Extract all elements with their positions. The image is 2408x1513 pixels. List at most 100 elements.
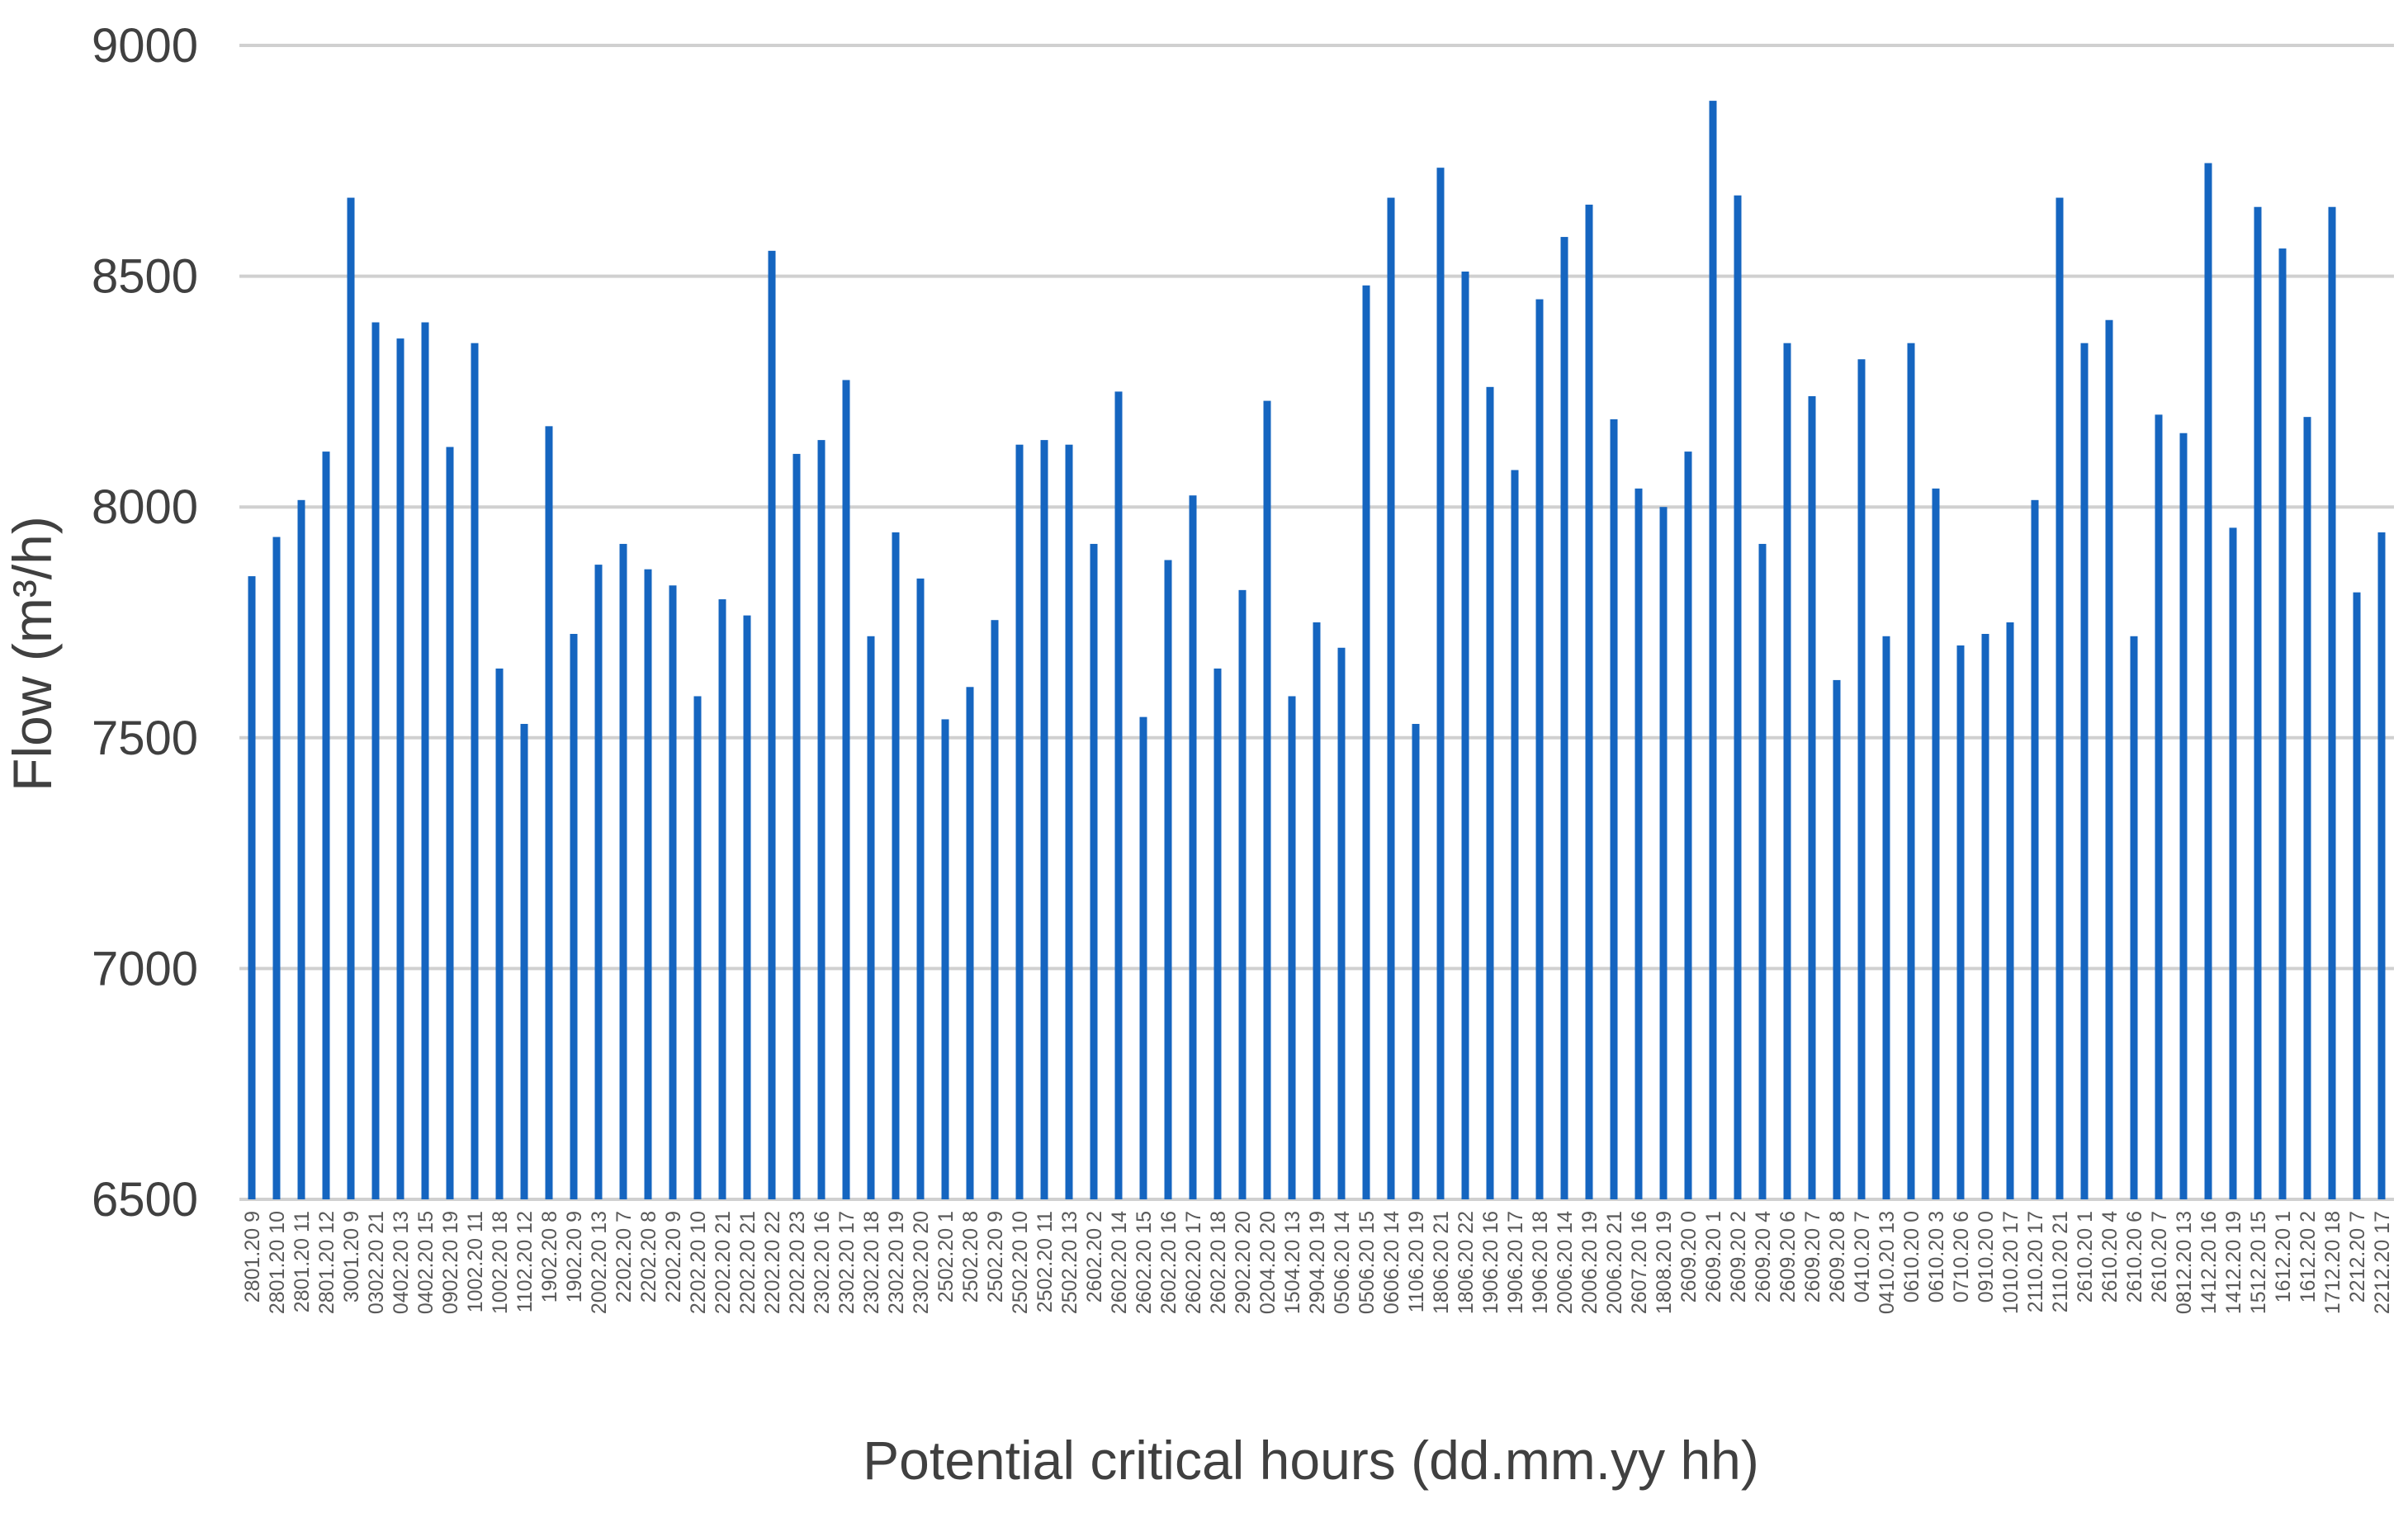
bar (743, 615, 751, 1199)
bar (446, 447, 454, 1199)
bar (693, 696, 702, 1199)
x-tick-label: 2006.20 21 (1603, 1211, 1626, 1314)
x-tick-label: 2904.20 19 (1306, 1211, 1329, 1314)
bar (1907, 343, 1915, 1200)
x-tick-label: 2110.20 17 (2024, 1211, 2047, 1312)
x-tick-label: 2502.20 13 (1058, 1211, 1081, 1314)
bar (1808, 395, 1816, 1199)
x-tick-label: 2502.20 11 (1034, 1211, 1057, 1312)
bar (669, 585, 677, 1199)
x-tick-label: 2202.20 21 (712, 1211, 735, 1314)
bar (2056, 197, 2064, 1199)
bar (2031, 499, 2039, 1199)
x-tick-label: 2607.20 16 (1628, 1211, 1651, 1314)
bar (1833, 679, 1841, 1199)
y-tick-label: 7000 (92, 942, 198, 995)
bar (916, 578, 925, 1199)
x-tick-label: 2609.20 4 (1752, 1211, 1775, 1303)
x-tick-label: 2302.20 17 (835, 1211, 859, 1314)
x-tick-label: 2202.20 23 (786, 1211, 809, 1314)
x-tick-label: 1504.20 13 (1281, 1211, 1304, 1314)
bar (1362, 285, 1370, 1200)
bar (248, 576, 256, 1199)
y-tick-label: 6500 (92, 1173, 198, 1227)
x-tick-label: 1102.20 12 (513, 1211, 537, 1312)
x-tick-label: 3001.20 9 (340, 1211, 363, 1303)
bar (1238, 589, 1247, 1199)
bar (892, 532, 900, 1199)
x-tick-label: 2502.20 10 (1009, 1211, 1032, 1314)
bar (1288, 696, 1296, 1199)
bar (471, 343, 479, 1200)
x-tick-label: 0302.20 21 (365, 1211, 388, 1314)
x-tick-label: 1712.20 18 (2321, 1211, 2344, 1314)
bar (322, 452, 330, 1199)
bar (817, 440, 826, 1199)
bar (1387, 197, 1395, 1199)
y-tick-label: 8500 (92, 250, 198, 304)
x-tick-label: 0410.20 13 (1876, 1211, 1899, 1314)
y-axis-ticks: 6500 7000 7500 8000 8500 9000 (92, 19, 198, 1227)
bar (495, 668, 504, 1199)
bar (1139, 716, 1147, 1199)
bar (966, 687, 974, 1199)
bar (421, 322, 429, 1199)
bar (644, 569, 652, 1199)
bar (1659, 507, 1668, 1199)
bar (768, 250, 776, 1199)
x-tick-label: 0910.20 0 (1975, 1211, 1998, 1303)
bar (297, 499, 305, 1199)
x-tick-label: 2502.20 8 (959, 1211, 982, 1303)
x-tick-label: 2302.20 16 (811, 1211, 834, 1314)
x-tick-label: 2801.20 11 (291, 1211, 314, 1312)
x-tick-label: 1612.20 2 (2297, 1211, 2320, 1303)
bar (2105, 319, 2113, 1199)
bar (2353, 592, 2361, 1199)
x-tick-label: 2202.20 7 (613, 1211, 636, 1303)
x-tick-label: 2610.20 1 (2074, 1211, 2097, 1303)
bar (1956, 645, 1965, 1199)
x-tick-label: 0204.20 20 (1256, 1211, 1280, 1314)
x-tick-label: 1902.20 9 (563, 1211, 586, 1303)
bar (2179, 433, 2188, 1199)
x-tick-label: 2610.20 6 (2123, 1211, 2146, 1303)
x-tick-label: 0610.20 3 (1925, 1211, 1948, 1303)
bar (1610, 418, 1618, 1199)
bar (1758, 543, 1767, 1199)
bar (1783, 343, 1791, 1200)
x-tick-label: 0506.20 15 (1355, 1211, 1379, 1314)
x-tick-label: 2202.20 22 (761, 1211, 784, 1314)
x-tick-label: 2801.20 10 (266, 1211, 289, 1314)
bar (1189, 495, 1197, 1199)
bar (2278, 248, 2287, 1200)
x-tick-label: 1902.20 8 (538, 1211, 561, 1303)
x-tick-label: 2602.20 16 (1157, 1211, 1180, 1314)
bar (2204, 163, 2212, 1200)
bar (520, 724, 528, 1199)
x-tick-label: 2602.20 14 (1108, 1211, 1131, 1314)
bar (1511, 470, 1519, 1199)
x-tick-label: 2502.20 9 (984, 1211, 1007, 1303)
bar (1065, 444, 1073, 1199)
x-tick-label: 1906.20 16 (1479, 1211, 1502, 1314)
x-tick-label: 2609.20 7 (1801, 1211, 1824, 1303)
y-tick-label: 7500 (92, 712, 198, 765)
bar (2328, 206, 2336, 1200)
bar (867, 636, 875, 1199)
bar (2080, 343, 2089, 1200)
bar (1585, 204, 1593, 1200)
bar (1313, 622, 1321, 1199)
x-tick-label: 2302.20 20 (910, 1211, 933, 1314)
x-tick-label: 2602.20 18 (1207, 1211, 1230, 1314)
bar (396, 338, 404, 1199)
bar (1560, 237, 1568, 1199)
bar (991, 620, 999, 1199)
bar (941, 719, 949, 1199)
y-tick-label: 9000 (92, 19, 198, 73)
bar (1015, 444, 1024, 1199)
bar (619, 543, 627, 1199)
bar (594, 565, 603, 1199)
x-tick-label: 0606.20 14 (1380, 1211, 1403, 1314)
x-tick-label: 2610.20 4 (2098, 1211, 2122, 1303)
x-tick-label: 2202.20 9 (662, 1211, 685, 1303)
